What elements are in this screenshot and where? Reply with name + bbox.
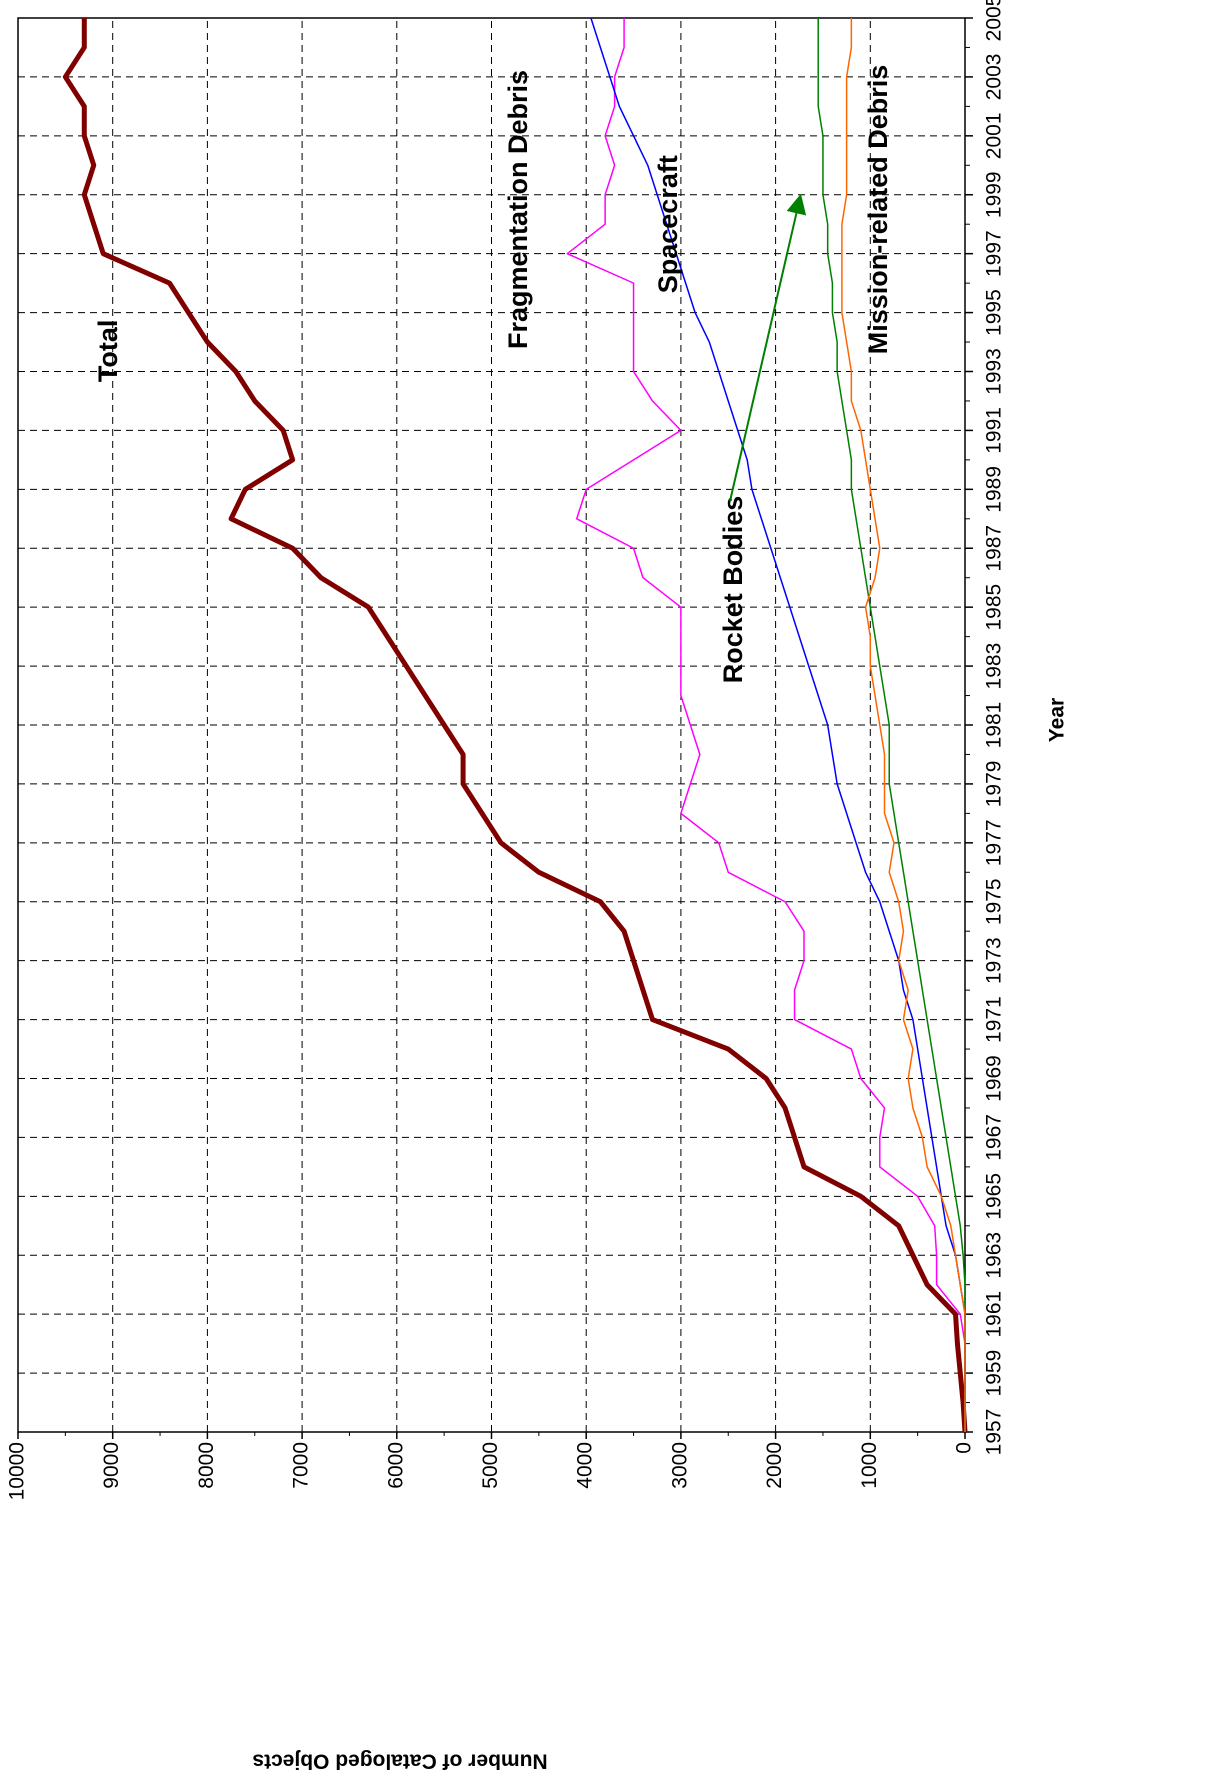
x-tick-label: 2005: [983, 0, 1006, 41]
x-tick-label: 1961: [983, 1291, 1006, 1338]
series-line: [841, 18, 966, 1432]
x-tick-label: 2003: [983, 54, 1006, 101]
y-tick-label: 8000: [195, 1442, 218, 1489]
y-tick-label: 9000: [100, 1442, 123, 1489]
x-tick-label: 1963: [983, 1232, 1006, 1279]
x-tick-label: 1981: [983, 702, 1006, 749]
x-tick-label: 1985: [983, 584, 1006, 631]
x-tick-label: 1979: [983, 761, 1006, 808]
x-tick-label: 1989: [983, 466, 1006, 513]
rotated-chart: Year Number of Cataloged Objects 0 1000 20…: [6, 0, 1069, 1772]
x-tick-label: 1993: [983, 348, 1006, 395]
x-tick-label: 1999: [983, 171, 1006, 218]
y-tick-label: 2000: [763, 1442, 786, 1489]
annotation-arrow: [729, 193, 807, 502]
y-tick-label: 4000: [574, 1442, 597, 1489]
series-line: [62, 18, 968, 1433]
y-tick-label: 5000: [479, 1442, 502, 1489]
y-tick-label: 7000: [290, 1442, 313, 1489]
y-tick-label: 1000: [858, 1442, 881, 1489]
series-label: Spacecraft: [653, 155, 683, 293]
y-axis-title: Number of Cataloged Objects: [252, 1749, 547, 1772]
series-label: Total: [93, 320, 123, 383]
y-tick-label: 3000: [668, 1442, 691, 1489]
x-tick-label: 1975: [983, 878, 1006, 925]
series-label: Rocket Bodies: [718, 496, 748, 684]
x-tick-label: 1991: [983, 407, 1006, 454]
series-line: [817, 18, 966, 1432]
y-tick-label: 0: [953, 1442, 976, 1454]
x-axis-title: Year: [1046, 698, 1069, 742]
x-tick-label: 1997: [983, 230, 1006, 277]
x-tick-label: 1995: [983, 289, 1006, 336]
series-line: [566, 18, 966, 1432]
y-tick-label: 6000: [384, 1442, 407, 1489]
x-tick-label: 1957: [983, 1409, 1006, 1456]
series-label: Fragmentation Debris: [503, 70, 533, 349]
x-tick-label: 1965: [983, 1173, 1006, 1220]
x-tick-label: 1983: [983, 643, 1006, 690]
x-tick-label: 1971: [983, 996, 1006, 1043]
plot-frame: [17, 17, 966, 1433]
x-tick-label: 1967: [983, 1114, 1006, 1161]
series-label: Mission-related Debris: [863, 65, 893, 355]
x-tick-label: 2001: [983, 112, 1006, 159]
x-tick-label: 1959: [983, 1350, 1006, 1397]
x-tick-label: 1969: [983, 1055, 1006, 1102]
x-tick-label: 1987: [983, 525, 1006, 572]
x-tick-label: 1977: [983, 819, 1006, 866]
x-tick-label: 1973: [983, 937, 1006, 984]
y-tick-label: 10000: [6, 1442, 29, 1500]
